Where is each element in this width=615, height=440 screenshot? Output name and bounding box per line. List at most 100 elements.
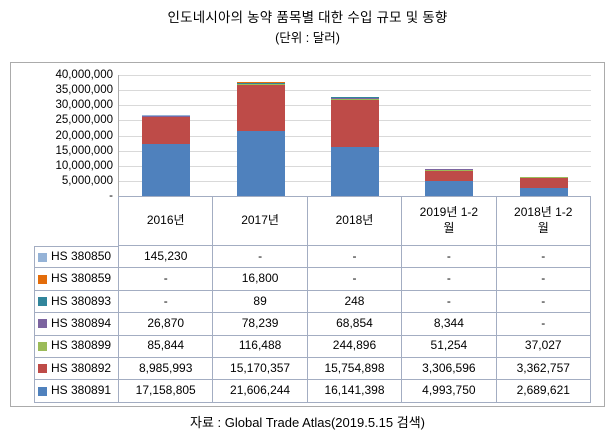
bar-segment-hs-380894: [236, 83, 285, 85]
bar-segment-hs-380894: [142, 115, 191, 117]
legend-row-text: HS 380899: [51, 338, 112, 353]
table-column-header: 2017년: [213, 196, 308, 246]
bar-segment-hs-380899: [519, 176, 568, 178]
table-value-cell: 85,844: [119, 335, 214, 358]
table-value-cell: 15,170,357: [213, 357, 308, 381]
table-value-cell: 145,230: [119, 246, 214, 269]
table-value-cell: -: [496, 246, 591, 269]
legend-row-label: HS 380859: [34, 268, 119, 291]
legend-key-swatch-hs-380893: [38, 296, 47, 306]
table-value-cell: 244,896: [307, 335, 403, 358]
y-tick-label: 15,000,000: [55, 144, 113, 157]
table-value-cell: -: [402, 268, 497, 291]
table-column-header: 2018년 1-2월: [496, 196, 591, 246]
bar-segment-hs-380892: [425, 170, 474, 181]
bar-segment-hs-380892: [519, 177, 568, 188]
bar-segment-hs-380891: [331, 147, 379, 196]
y-tick-label: 40,000,000: [55, 69, 113, 81]
source-note: 자료 : Global Trade Atlas(2019.5.15 검색): [189, 415, 425, 430]
legend-key-swatch-hs-380892: [38, 364, 47, 374]
table-value-cell: -: [402, 246, 497, 269]
bar-segment-hs-380899: [142, 116, 191, 117]
bar-segment-hs-380891: [142, 144, 191, 196]
gridline: [119, 75, 591, 76]
legend-key-swatch-hs-380899: [38, 341, 47, 351]
bar-segment-hs-380893: [236, 82, 285, 84]
legend-row-label: HS 380892: [34, 357, 119, 381]
legend-row-text: HS 380891: [51, 383, 112, 398]
legend-key-swatch-hs-380859: [38, 274, 47, 284]
chart-box: 2016년 2017년 2018년 2019년 1-2월 2018년 1-2월 HS 38…: [10, 62, 605, 407]
legend-row-text: HS 380892: [51, 360, 112, 375]
table-value-cell: 26,870: [119, 313, 214, 336]
table-value-cell: -: [119, 290, 214, 314]
y-axis-line: [118, 75, 119, 196]
table-value-cell: 16,141,398: [307, 380, 403, 403]
legend-key-swatch-hs-380850: [38, 252, 47, 262]
table-value-cell: 116,488: [213, 335, 308, 358]
table-value-cell: 248: [307, 290, 403, 314]
table-value-cell: -: [213, 246, 308, 269]
table-value-cell: 17,158,805: [119, 380, 214, 403]
table-value-cell: 8,344: [402, 313, 497, 336]
legend-row-label: HS 380850: [34, 246, 119, 269]
table-value-cell: -: [496, 290, 591, 314]
legend-row-text: HS 380859: [51, 271, 112, 286]
table-value-cell: 15,754,898: [307, 357, 403, 381]
y-tick-label: 10,000,000: [55, 159, 113, 172]
table-value-cell: 78,239: [213, 313, 308, 336]
table-column-header: 2019년 1-2월: [402, 196, 497, 246]
bar-segment-hs-380892: [331, 99, 379, 148]
y-tick-label: -: [109, 190, 113, 202]
unit-label: (단위 : 달러): [275, 31, 340, 45]
legend-row-label: HS 380891: [34, 380, 119, 403]
table-value-cell: 68,854: [307, 313, 403, 336]
bar-segment-hs-380899: [236, 84, 285, 85]
bar-segment-hs-380894: [331, 98, 379, 99]
bar-segment-hs-380891: [425, 180, 474, 196]
bar-segment-hs-380894: [425, 169, 474, 171]
bar-segment-hs-380899: [331, 98, 379, 100]
gridline: [119, 90, 591, 92]
table-column-header: 2018년: [307, 196, 403, 246]
y-tick-label: 35,000,000: [55, 84, 113, 97]
table-value-cell: 3,362,757: [496, 357, 591, 381]
bar-segment-hs-380899: [425, 170, 474, 171]
table-column-header: 2016년: [119, 196, 214, 246]
bar-segment-hs-380892: [142, 116, 191, 145]
table-value-cell: 4,993,750: [402, 380, 497, 403]
bar-segment-hs-380850: [142, 114, 191, 116]
table-value-cell: 8,985,993: [119, 357, 214, 381]
table-value-cell: -: [496, 268, 591, 291]
table-value-cell: 89: [213, 290, 308, 314]
table-value-cell: 21,606,244: [213, 380, 308, 403]
data-table: 2016년 2017년 2018년 2019년 1-2월 2018년 1-2월 HS 38…: [34, 196, 591, 403]
legend-row-text: HS 380893: [51, 293, 112, 308]
table-value-cell: 16,800: [213, 268, 308, 291]
bar-segment-hs-380893: [331, 97, 379, 99]
y-tick-label: 5,000,000: [61, 174, 113, 187]
bar-segment-hs-380892: [236, 84, 285, 131]
y-tick-label: 25,000,000: [55, 114, 113, 127]
table-value-cell: 2,689,621: [496, 380, 591, 403]
legend-row-label: HS 380899: [34, 335, 119, 358]
legend-row-text: HS 380894: [51, 316, 112, 331]
y-tick-label: 20,000,000: [55, 129, 113, 142]
table-value-cell: -: [307, 246, 403, 269]
bar-segment-hs-380859: [236, 81, 285, 83]
table-value-cell: 3,306,596: [402, 357, 497, 381]
table-corner-spacer: [34, 196, 119, 246]
chart-title: 인도네시아의 농약 품목별 대한 수입 규모 및 동향: [167, 10, 448, 25]
legend-row-label: HS 380894: [34, 313, 119, 336]
table-value-cell: -: [402, 290, 497, 314]
y-tick-label: 30,000,000: [55, 99, 113, 112]
legend-key-swatch-hs-380894: [38, 319, 47, 329]
bar-segment-hs-380891: [236, 130, 285, 196]
legend-row-label: HS 380893: [34, 290, 119, 314]
table-value-cell: 51,254: [402, 335, 497, 358]
table-value-cell: 37,027: [496, 335, 591, 358]
legend-row-text: HS 380850: [51, 249, 112, 264]
table-value-cell: -: [307, 268, 403, 291]
table-value-cell: -: [119, 268, 214, 291]
